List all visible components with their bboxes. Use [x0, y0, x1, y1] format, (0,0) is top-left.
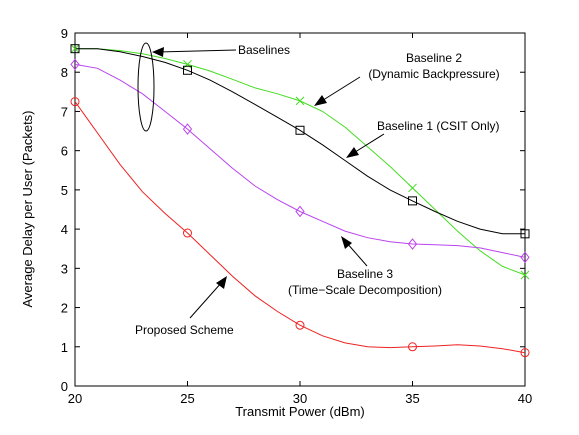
- data-point-x: [295, 96, 305, 106]
- y-tick-label: 9: [61, 26, 68, 41]
- data-point-circle: [520, 348, 530, 358]
- y-tick-label: 4: [61, 222, 68, 237]
- data-point-diamond: [182, 123, 193, 135]
- annotation-baseline-2-line2: (Dynamic Backpressure): [368, 67, 499, 81]
- data-point-circle: [183, 228, 192, 238]
- x-tick-label: 20: [68, 391, 82, 406]
- annotation-baseline-3-line1: Baseline 3: [337, 267, 393, 281]
- series-markers: [70, 44, 530, 358]
- annotation-proposed-scheme: Proposed Scheme: [135, 323, 234, 337]
- annotation-baseline-3-line2: (Time−Scale Decomposition): [288, 283, 442, 297]
- data-point-square: [295, 125, 305, 135]
- annotation-arrow-baseline-2: [314, 76, 361, 106]
- annotation-arrow-baseline-1: [346, 133, 385, 158]
- x-tick-label: 25: [180, 391, 194, 406]
- y-tick-label: 6: [61, 144, 68, 159]
- data-point-diamond: [70, 58, 80, 71]
- x-tick-label: 35: [405, 391, 419, 406]
- data-point-circle: [408, 342, 417, 352]
- data-point-diamond: [520, 251, 530, 264]
- data-point-square: [70, 44, 80, 54]
- y-tick-label: 3: [61, 261, 68, 276]
- annotation-arrow-proposed: [189, 276, 227, 319]
- x-tick-label: 30: [293, 391, 307, 406]
- baselines-ellipse: [137, 42, 155, 132]
- annotation-baselines: Baselines: [238, 43, 290, 57]
- data-point-x: [183, 60, 192, 69]
- y-tick-label: 1: [61, 340, 68, 355]
- annotation-baseline-2-line1: Baseline 2: [406, 51, 462, 65]
- x-tick-label: 40: [518, 391, 532, 406]
- data-point-circle: [295, 320, 305, 330]
- series-line-2: [75, 48, 525, 235]
- y-axis-label: Average Delay per User (Packets): [20, 110, 35, 307]
- data-point-square: [520, 229, 530, 239]
- series-line-3: [74, 63, 526, 258]
- data-point-square: [408, 196, 417, 206]
- data-point-x: [70, 44, 80, 54]
- y-tick-label: 2: [61, 301, 68, 316]
- data-point-diamond: [295, 205, 305, 218]
- plot-area: [74, 32, 526, 387]
- data-point-diamond: [407, 238, 418, 250]
- annotation-arrow-baselines: [152, 47, 237, 57]
- y-tick-label: 7: [61, 104, 68, 119]
- series-line-4: [74, 101, 526, 354]
- annotation-baseline-1: Baseline 1 (CSIT Only): [377, 119, 500, 133]
- axis-ticks: 20 25 30 35 40 0 1 2 3 4 5 6 7 8 9: [61, 26, 532, 406]
- data-point-circle: [70, 97, 80, 107]
- data-point-x: [408, 183, 417, 193]
- data-point-x: [520, 270, 530, 280]
- x-axis-label: Transmit Power (dBm): [235, 404, 365, 419]
- y-tick-label: 5: [61, 183, 68, 198]
- annotation-arrow-baseline-3: [341, 236, 368, 267]
- y-tick-label: 8: [61, 65, 68, 80]
- data-point-square: [183, 65, 192, 75]
- y-tick-label: 0: [61, 379, 68, 394]
